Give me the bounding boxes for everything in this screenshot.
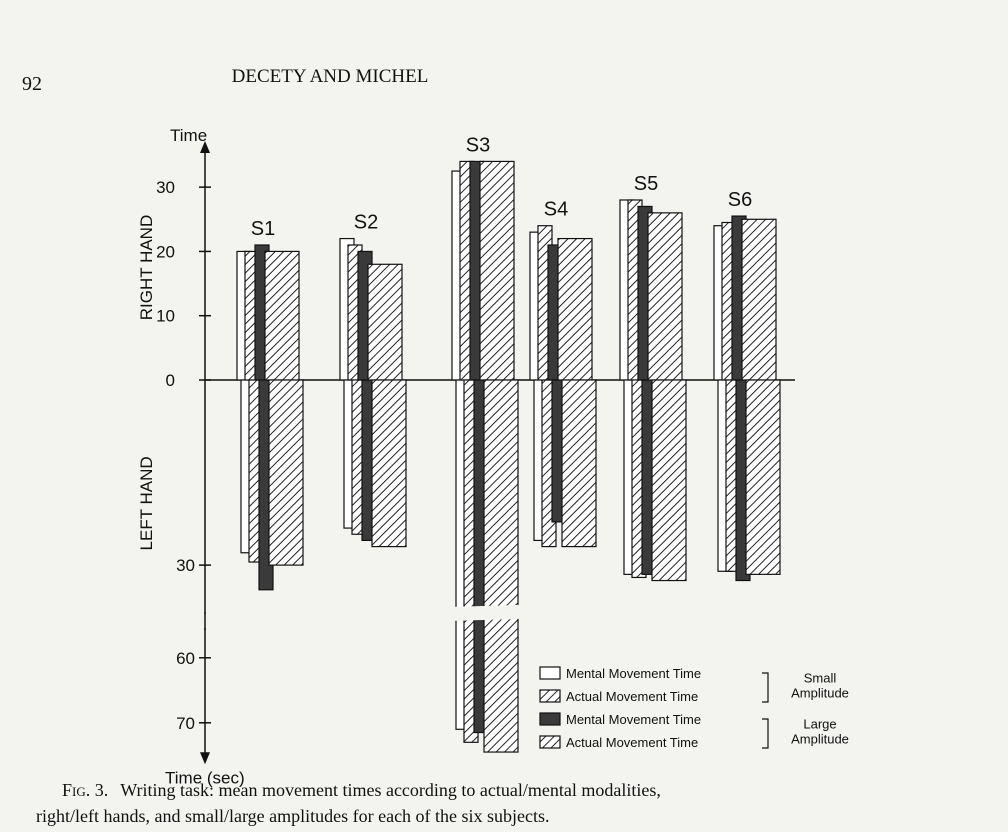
legend-group-label: Large Amplitude [791, 717, 849, 747]
y-tick-label: 30 [156, 178, 175, 197]
caption-label: Fig. 3. [62, 780, 108, 800]
subject-label: S4 [544, 199, 568, 221]
legend-group-label: Small Amplitude [791, 671, 849, 701]
legend-swatch [539, 712, 561, 726]
axis-arrow [200, 752, 210, 765]
subject-label: S5 [634, 173, 658, 195]
bar [745, 379, 781, 575]
legend-group-word: Small [804, 671, 837, 686]
legend-swatch [539, 666, 561, 680]
bar [651, 379, 687, 582]
y-tick-label: 60 [176, 649, 195, 668]
legend-swatch [539, 735, 561, 749]
y-axis-label: Time (sec) [165, 768, 245, 787]
y-axis-label: Time [170, 126, 207, 145]
caption-line: right/left hands, and small/large amplit… [36, 806, 550, 826]
legend-group-word: Amplitude [791, 732, 849, 747]
subject-label: S3 [466, 134, 490, 156]
bar [268, 379, 304, 566]
axis-break [197, 604, 540, 629]
caption: Fig. 3. Writing task: mean movement times… [62, 780, 661, 800]
running-title: DECETY AND MICHEL [232, 66, 429, 87]
legend-group-word: Amplitude [791, 686, 849, 701]
bar [561, 379, 597, 548]
bar [647, 212, 683, 381]
bar [557, 237, 593, 381]
bar [741, 218, 777, 381]
legend-label: Actual Movement Time [566, 735, 698, 750]
subject-label: S2 [354, 212, 378, 234]
bar [264, 250, 300, 381]
y-tick-label: 70 [176, 714, 195, 733]
legend-label: Actual Movement Time [566, 689, 698, 704]
legend-label: Mental Movement Time [566, 666, 701, 681]
y-tick-label: 20 [156, 242, 175, 261]
hand-label: LEFT HAND [137, 456, 156, 550]
subject-label: S6 [728, 189, 752, 211]
legend-label: Mental Movement Time [566, 712, 701, 727]
page-number: 92 [22, 73, 42, 95]
legend-group-word: Large [803, 717, 836, 732]
legend-bracket [762, 718, 769, 749]
hand-label: RIGHT HAND [137, 215, 156, 320]
subject-label: S1 [251, 218, 275, 240]
legend-bracket [762, 672, 769, 703]
bar [483, 379, 519, 753]
axis-arrow [200, 141, 210, 153]
bar [371, 379, 407, 548]
legend-swatch [539, 689, 561, 703]
y-tick-label: 30 [176, 556, 195, 575]
y-tick-label: 10 [156, 307, 175, 326]
chart: Time Time (sec) RIGHT HAND LEFT HAND 0 10 20 30… [137, 126, 849, 787]
caption-line: Writing task: mean movement times accord… [120, 780, 661, 800]
bar [479, 160, 515, 381]
y-tick-label: 0 [166, 371, 175, 390]
bar [367, 263, 403, 381]
